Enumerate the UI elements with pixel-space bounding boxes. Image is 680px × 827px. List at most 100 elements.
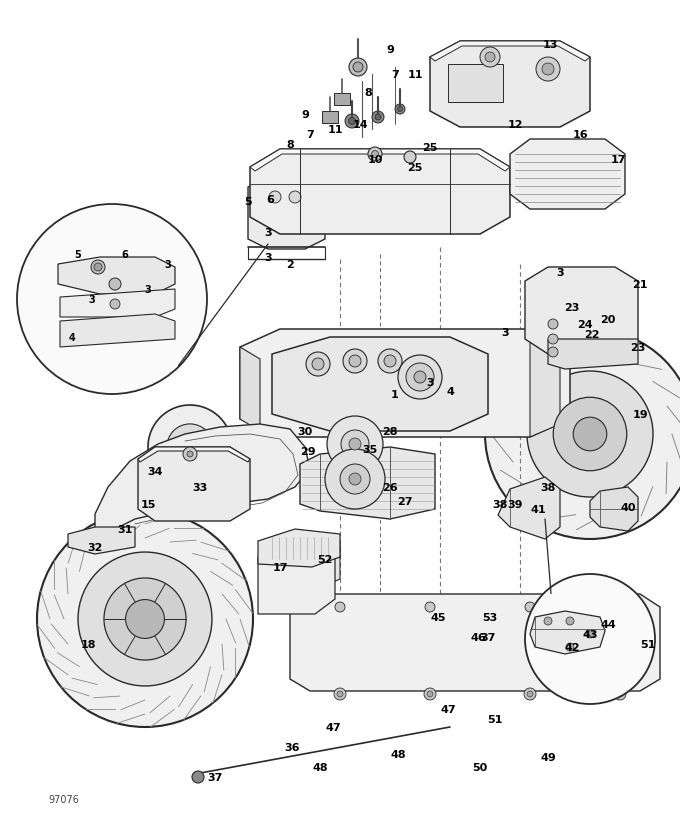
Circle shape: [348, 118, 356, 126]
Polygon shape: [258, 529, 340, 567]
Text: 3: 3: [426, 378, 434, 388]
Text: 1: 1: [391, 390, 399, 399]
Text: 3: 3: [265, 253, 272, 263]
Polygon shape: [240, 347, 260, 432]
Circle shape: [368, 148, 382, 162]
Text: 40: 40: [620, 502, 636, 513]
Circle shape: [109, 279, 121, 290]
Text: 31: 31: [118, 524, 133, 534]
Circle shape: [554, 398, 627, 471]
Polygon shape: [548, 340, 638, 370]
Circle shape: [548, 347, 558, 357]
Text: 3: 3: [501, 327, 509, 337]
Text: 42: 42: [564, 643, 580, 653]
Circle shape: [167, 424, 213, 471]
Text: 36: 36: [284, 742, 300, 752]
Text: 39: 39: [507, 500, 523, 509]
Text: 8: 8: [364, 88, 372, 98]
Circle shape: [480, 48, 500, 68]
Text: 3: 3: [265, 227, 272, 237]
Polygon shape: [250, 150, 510, 172]
Polygon shape: [240, 330, 570, 437]
Circle shape: [312, 359, 324, 370]
Text: 17: 17: [610, 155, 626, 165]
Text: 37: 37: [480, 632, 496, 643]
Text: 23: 23: [630, 342, 646, 352]
Text: 9: 9: [301, 110, 309, 120]
Circle shape: [586, 630, 594, 638]
Circle shape: [548, 335, 558, 345]
Polygon shape: [58, 258, 175, 294]
Text: 53: 53: [482, 612, 498, 622]
Text: 34: 34: [148, 466, 163, 476]
Text: 28: 28: [382, 427, 398, 437]
Text: 48: 48: [390, 749, 406, 759]
Circle shape: [325, 449, 385, 509]
Circle shape: [335, 602, 345, 612]
Circle shape: [617, 691, 623, 697]
Circle shape: [306, 352, 330, 376]
Text: 4: 4: [446, 386, 454, 396]
Circle shape: [614, 688, 626, 700]
Text: 26: 26: [382, 482, 398, 492]
Circle shape: [349, 473, 361, 485]
Text: 11: 11: [407, 70, 423, 80]
Text: 48: 48: [312, 762, 328, 772]
Circle shape: [343, 350, 367, 374]
Circle shape: [525, 602, 535, 612]
Polygon shape: [525, 268, 638, 355]
Polygon shape: [95, 424, 310, 539]
Circle shape: [424, 688, 436, 700]
Text: 17: 17: [272, 562, 288, 572]
Text: 5: 5: [75, 250, 82, 260]
Circle shape: [375, 115, 381, 121]
Text: 14: 14: [352, 120, 368, 130]
FancyBboxPatch shape: [322, 112, 338, 124]
Text: 33: 33: [192, 482, 207, 492]
Circle shape: [334, 688, 346, 700]
Circle shape: [110, 299, 120, 309]
Circle shape: [17, 205, 207, 394]
Circle shape: [544, 617, 552, 625]
Circle shape: [384, 356, 396, 367]
Circle shape: [524, 688, 536, 700]
Circle shape: [566, 617, 574, 625]
Text: 6: 6: [122, 250, 129, 260]
Text: 3: 3: [165, 260, 171, 270]
Text: 7: 7: [391, 70, 399, 80]
Text: 18: 18: [80, 639, 96, 649]
Circle shape: [104, 578, 186, 660]
Circle shape: [398, 108, 403, 112]
Circle shape: [37, 511, 253, 727]
Circle shape: [353, 63, 363, 73]
Text: 51: 51: [641, 639, 656, 649]
Polygon shape: [530, 611, 605, 654]
Text: 35: 35: [362, 444, 377, 455]
Circle shape: [542, 64, 554, 76]
Polygon shape: [510, 140, 625, 210]
Circle shape: [485, 53, 495, 63]
Text: 7: 7: [306, 130, 314, 140]
Text: 27: 27: [397, 496, 413, 506]
Text: 4: 4: [69, 332, 75, 342]
Circle shape: [378, 350, 402, 374]
Text: 11: 11: [327, 125, 343, 135]
Circle shape: [414, 371, 426, 384]
Text: 37: 37: [207, 772, 222, 782]
Polygon shape: [60, 314, 175, 347]
Polygon shape: [258, 544, 335, 614]
Polygon shape: [430, 42, 590, 128]
Text: 3: 3: [556, 268, 564, 278]
Circle shape: [425, 602, 435, 612]
Circle shape: [148, 405, 232, 490]
Text: 47: 47: [325, 722, 341, 732]
Text: 16: 16: [572, 130, 588, 140]
Text: 38: 38: [492, 500, 508, 509]
Circle shape: [406, 364, 434, 391]
Text: 50: 50: [473, 762, 488, 772]
Circle shape: [327, 417, 383, 472]
Circle shape: [525, 574, 655, 704]
Text: 51: 51: [488, 715, 503, 724]
Text: 25: 25: [422, 143, 438, 153]
Circle shape: [94, 264, 102, 272]
